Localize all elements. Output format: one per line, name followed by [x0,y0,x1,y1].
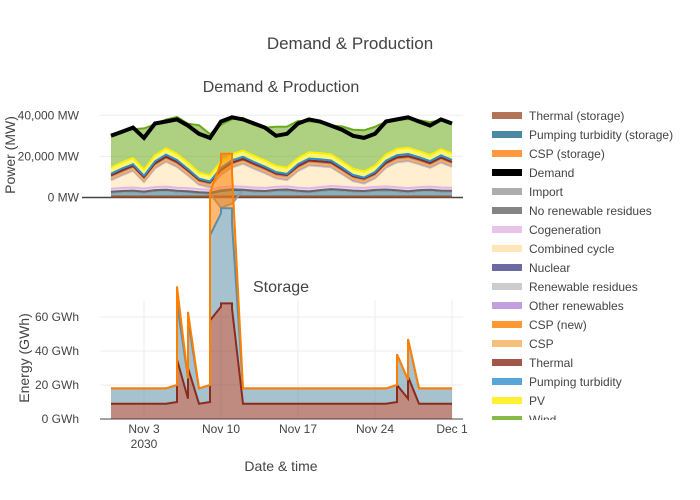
plot2-ytick-label: 20 GWh [35,378,79,392]
legend-item-other-renewables[interactable]: Other renewables [492,296,624,315]
plot2-ytick-label: 40 GWh [35,344,79,358]
xtick-label: Nov 17 [279,422,317,436]
plot2-ytick-label: 60 GWh [35,310,79,324]
plot1-line-csp [110,158,453,187]
legend-swatch [492,397,522,404]
legend-label: Renewable residues [529,279,638,294]
legend-item-cogeneration[interactable]: Cogeneration [492,220,601,239]
legend-item-demand[interactable]: Demand [492,163,574,182]
legend-item-pumping-turbidity-storage[interactable]: Pumping turbidity (storage) [492,125,673,144]
legend-swatch [492,302,522,309]
plot1-line-no-renewable-residues [110,188,453,194]
legend-swatch [492,321,522,328]
legend-swatch [492,150,522,157]
legend-item-nuclear[interactable]: Nuclear [492,258,570,277]
legend-item-thermal-storage[interactable]: Thermal (storage) [492,106,624,125]
plot1-line-demand [110,115,453,141]
plot2-title: Storage [253,279,309,296]
plot1-line-pv [110,146,453,177]
xtick-label: Nov 10 [202,422,240,436]
legend-item-combined-cycle[interactable]: Combined cycle [492,239,614,258]
plot1-ytick-label: 0 MW [48,191,80,205]
legend-label: Thermal [529,355,574,370]
legend-label: CSP (new) [529,317,587,332]
legend-swatch [492,283,522,290]
plot1-area-pv [111,147,452,182]
legend-swatch [492,188,522,195]
plot1-line-pumping-turbidity [110,152,453,183]
legend-label: Demand [529,165,575,180]
legend-label: Thermal (storage) [529,108,625,123]
xtick-year-label: 2030 [131,437,158,451]
legend-swatch [492,378,522,385]
legend-item-csp[interactable]: CSP [492,334,554,353]
legend-item-pumping-turbidity[interactable]: Pumping turbidity [492,372,622,391]
plot2-area-thermal [111,303,452,419]
legend-label: Pumping turbidity (storage) [529,127,674,142]
legend-label: Nuclear [529,260,571,275]
legend-swatch [492,359,522,366]
legend-swatch [492,131,522,138]
legend-label: Import [529,184,564,199]
plot2-ylabel: Energy (GWh) [16,313,32,402]
plot1-ylabel: Power (MW) [2,116,18,194]
plot1-line-thermal [110,155,453,184]
plot1-title: Demand & Production [203,79,360,96]
legend-label: CSP [529,336,554,351]
legend-item-csp-new[interactable]: CSP (new) [492,315,587,334]
plot1-line-cogeneration [110,184,453,191]
legend-swatch [492,340,522,347]
figure-title: Demand & Production [267,34,433,53]
legend-swatch [492,207,522,214]
legend[interactable]: Thermal (storage) Pumping turbidity (stor… [492,106,700,420]
legend-label: PV [529,393,546,408]
legend-swatch [492,169,522,176]
storage-plot[interactable]: Storage 0 GWh 20 GWh 40 GWh 60 GWh Nov 3 Nov… [16,152,468,474]
legend-item-wind[interactable]: Wind [492,410,556,420]
plot1-ytick-label: 40,000 MW [18,108,80,122]
plot2-ytick-label: 0 GWh [42,412,79,426]
legend-label: CSP (storage) [529,146,605,161]
legend-item-thermal[interactable]: Thermal [492,353,573,372]
demand-production-plot[interactable]: Demand & Production 0 MW 20,000 MW 40,000 … [2,79,463,209]
legend-label: Combined cycle [529,241,615,256]
legend-label: Cogeneration [529,222,602,237]
legend-label: No renewable residues [529,203,652,218]
plot2-area-pumping-turbidity [111,208,452,404]
plot2-line-csp-new [111,152,452,390]
legend-label: Pumping turbidity [529,374,622,389]
legend-item-pv[interactable]: PV [492,391,545,410]
legend-item-no-renewable-residues[interactable]: No renewable residues [492,201,652,220]
xtick-label: Nov 24 [356,422,394,436]
legend-item-import[interactable]: Import [492,182,563,201]
xtick-label: Nov 3 [128,422,160,436]
legend-swatch [492,226,522,233]
legend-item-csp-storage[interactable]: CSP (storage) [492,144,605,163]
plot1-ytick-label: 20,000 MW [18,149,80,163]
x-axis-label: Date & time [244,458,317,474]
legend-label: Other renewables [529,298,624,313]
legend-item-renewable-residues[interactable]: Renewable residues [492,277,638,296]
xtick-label: Dec 1 [436,422,468,436]
legend-label: Wind [529,412,557,421]
legend-swatch [492,416,522,420]
legend-swatch [492,264,522,271]
plot2-line-thermal [111,302,452,405]
legend-swatch [492,112,522,119]
legend-swatch [492,245,522,252]
